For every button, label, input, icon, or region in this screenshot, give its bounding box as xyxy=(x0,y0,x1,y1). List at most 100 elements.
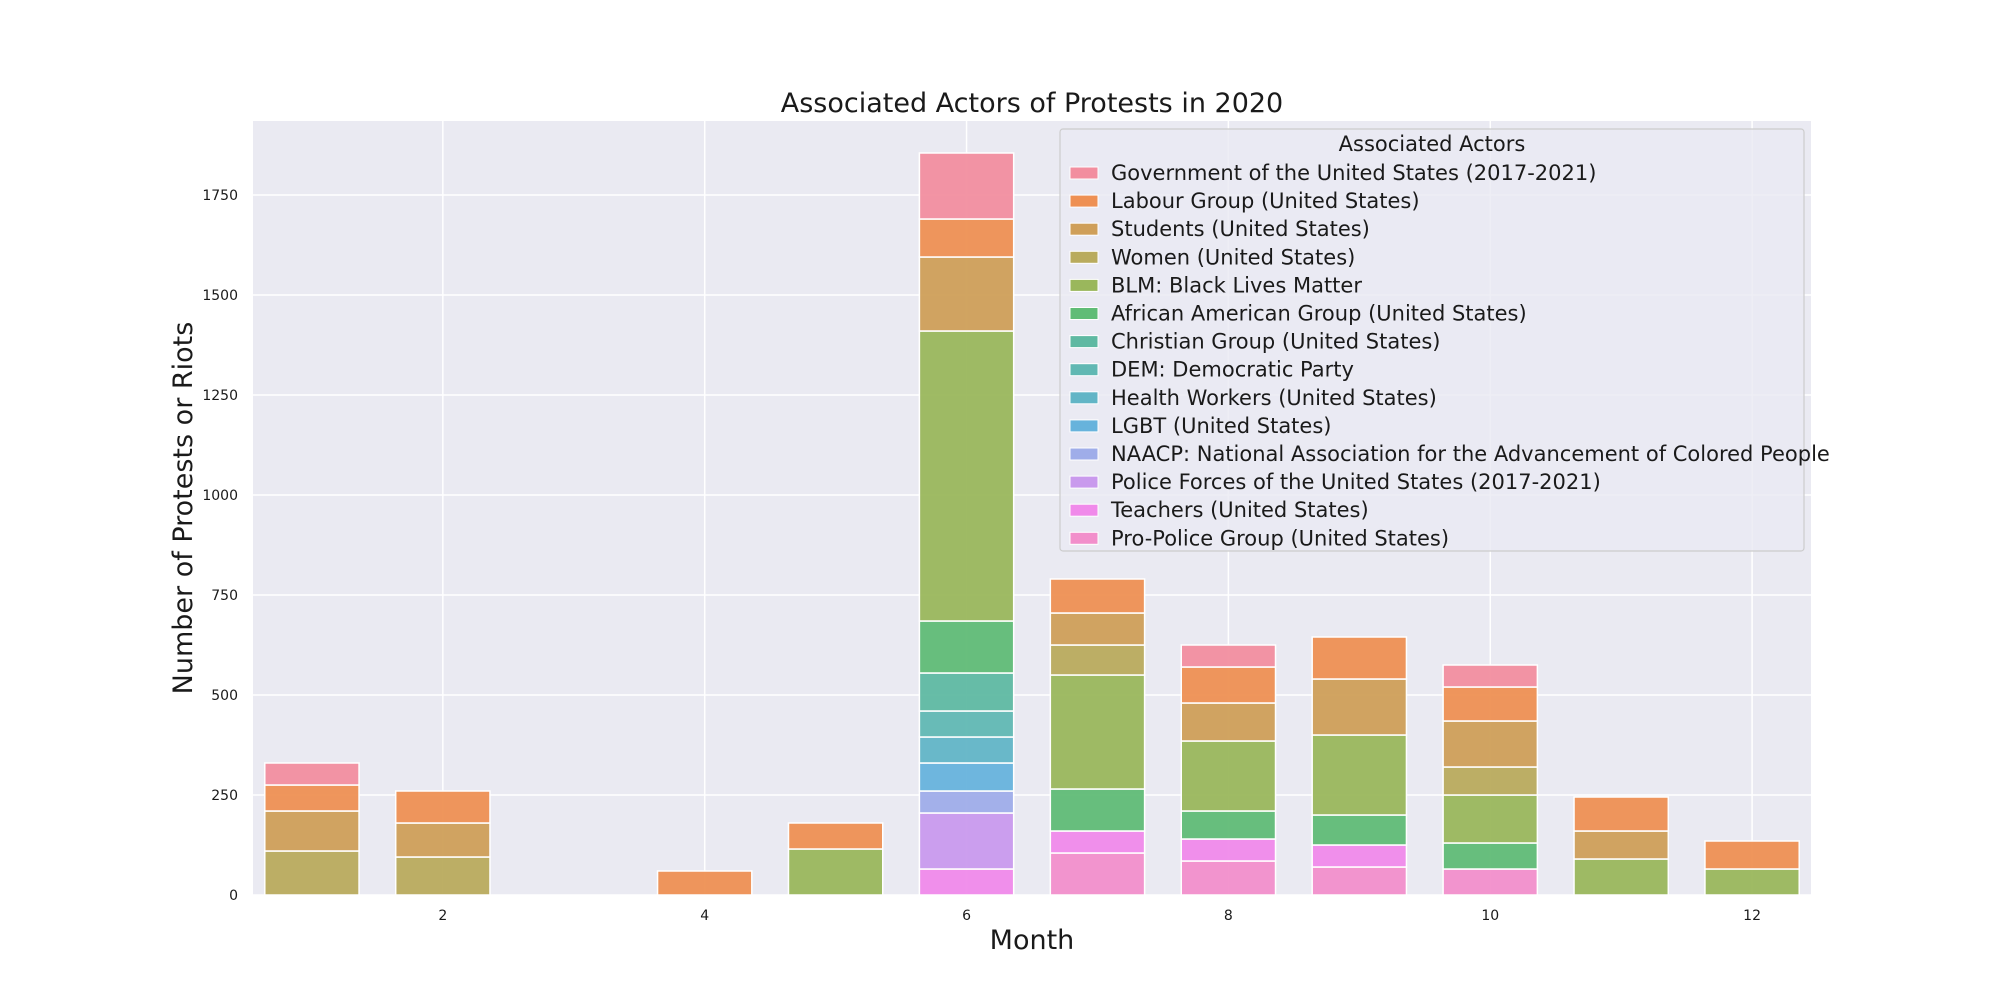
legend-swatch xyxy=(1069,531,1099,545)
legend-box xyxy=(1059,128,1805,552)
legend-swatch xyxy=(1069,278,1099,292)
bar-segment xyxy=(1180,666,1277,704)
bar-segment xyxy=(918,762,1015,792)
bar-segment xyxy=(1442,766,1539,796)
bar-segment xyxy=(264,850,360,896)
bar-segment xyxy=(1049,578,1146,614)
bar-segment xyxy=(1573,858,1670,896)
bar-segment xyxy=(1180,702,1277,742)
bar-segment xyxy=(1311,734,1408,816)
bar-segment xyxy=(1704,868,1800,896)
bar-segment xyxy=(1573,830,1670,860)
y-tick-label: 1000 xyxy=(202,488,238,504)
bar-segment xyxy=(918,710,1015,738)
y-axis-label: Number of Protests or Riots xyxy=(168,322,199,695)
legend-label: Christian Group (United States) xyxy=(1111,330,1441,354)
y-tick-label: 1750 xyxy=(202,188,238,204)
legend-label: LGBT (United States) xyxy=(1111,414,1331,438)
x-tick-label: 2 xyxy=(438,908,447,924)
bar-segment xyxy=(918,330,1015,622)
bar-segment xyxy=(1180,860,1277,896)
legend-label: Government of the United States (2017-20… xyxy=(1111,161,1596,185)
x-tick-label: 12 xyxy=(1743,908,1761,924)
bar-segment xyxy=(787,822,884,850)
bar-segment xyxy=(394,822,491,858)
bar-segment xyxy=(1049,788,1146,832)
x-tick-label: 10 xyxy=(1481,908,1499,924)
bar-segment xyxy=(1442,842,1539,870)
bar-segment xyxy=(1442,686,1539,722)
legend-label: NAACP: National Association for the Adva… xyxy=(1111,442,1830,466)
bar-segment xyxy=(918,256,1015,332)
legend-swatch xyxy=(1069,419,1099,433)
legend-label: Pro-Police Group (United States) xyxy=(1111,526,1449,550)
bar-segment xyxy=(1180,740,1277,812)
legend-swatch xyxy=(1069,250,1099,264)
legend-label: Labour Group (United States) xyxy=(1111,189,1420,213)
bar-segment xyxy=(264,762,360,786)
bar-segment xyxy=(1442,868,1539,896)
bar-segment xyxy=(1442,664,1539,688)
bar-segment xyxy=(1049,674,1146,790)
legend-swatch xyxy=(1069,307,1099,320)
bar-segment xyxy=(1180,838,1277,862)
bar-segment xyxy=(918,812,1015,870)
legend-label: DEM: Democratic Party xyxy=(1111,358,1354,382)
legend-title: Associated Actors xyxy=(1339,132,1526,156)
legend-label: Health Workers (United States) xyxy=(1111,386,1437,410)
bar-segment xyxy=(1573,796,1670,832)
bar-segment xyxy=(1442,720,1539,768)
x-tick-label: 4 xyxy=(700,908,709,924)
bar-segment xyxy=(787,848,884,896)
y-tick-label: 750 xyxy=(211,588,238,604)
bar-segment xyxy=(1311,636,1408,680)
legend-swatch xyxy=(1069,391,1099,405)
bar-segment xyxy=(1049,644,1146,676)
legend-items: Government of the United States (2017-20… xyxy=(1069,161,1830,550)
bar-segment xyxy=(918,736,1015,764)
bars-group xyxy=(264,152,1800,896)
legend-swatch xyxy=(1069,363,1099,377)
legend-swatch xyxy=(1069,447,1099,461)
y-tick-label: 500 xyxy=(211,688,238,704)
legend-swatch xyxy=(1069,222,1099,236)
legend-swatch xyxy=(1069,503,1099,517)
bar-segment xyxy=(1049,830,1146,854)
legend-swatch xyxy=(1069,475,1099,489)
bar-segment xyxy=(264,784,360,812)
chart-title: Associated Actors of Protests in 2020 xyxy=(781,88,1283,119)
legend-swatch xyxy=(1069,335,1099,349)
bar-segment xyxy=(918,672,1015,712)
legend-label: Women (United States) xyxy=(1111,245,1355,269)
bar-segment xyxy=(1049,852,1146,896)
bar-segment xyxy=(1442,794,1539,844)
x-tick-label: 8 xyxy=(1224,908,1233,924)
legend-label: Police Forces of the United States (2017… xyxy=(1111,470,1601,494)
bar-segment xyxy=(918,218,1015,258)
y-tick-label: 0 xyxy=(229,888,238,904)
bar-segment xyxy=(1704,840,1800,870)
x-tick-labels: 2 4 6 8 10 12 xyxy=(438,908,1761,924)
bar-segment xyxy=(264,810,360,852)
bar-segment xyxy=(656,870,753,896)
bar-segment xyxy=(394,856,491,896)
bar-segment xyxy=(1311,844,1408,868)
bar-segment xyxy=(1311,866,1408,896)
legend-swatch xyxy=(1069,166,1099,180)
bar-segment xyxy=(1311,814,1408,846)
bar-segment xyxy=(918,152,1015,220)
bar-segment xyxy=(918,868,1015,896)
x-axis-label: Month xyxy=(990,925,1075,956)
legend: Associated Actors Government of the Unit… xyxy=(1059,128,1830,552)
y-tick-label: 250 xyxy=(211,788,238,804)
bar-segment xyxy=(918,790,1015,814)
bar-segment xyxy=(394,790,491,824)
y-tick-label: 1500 xyxy=(202,288,238,304)
legend-label: Students (United States) xyxy=(1111,217,1370,241)
y-tick-labels: 0 250 500 750 1000 1250 1500 1750 xyxy=(202,188,238,904)
bar-segment xyxy=(1049,612,1146,646)
legend-label: BLM: Black Lives Matter xyxy=(1111,273,1362,297)
bar-segment xyxy=(1180,810,1277,840)
bar-segment xyxy=(1311,678,1408,736)
